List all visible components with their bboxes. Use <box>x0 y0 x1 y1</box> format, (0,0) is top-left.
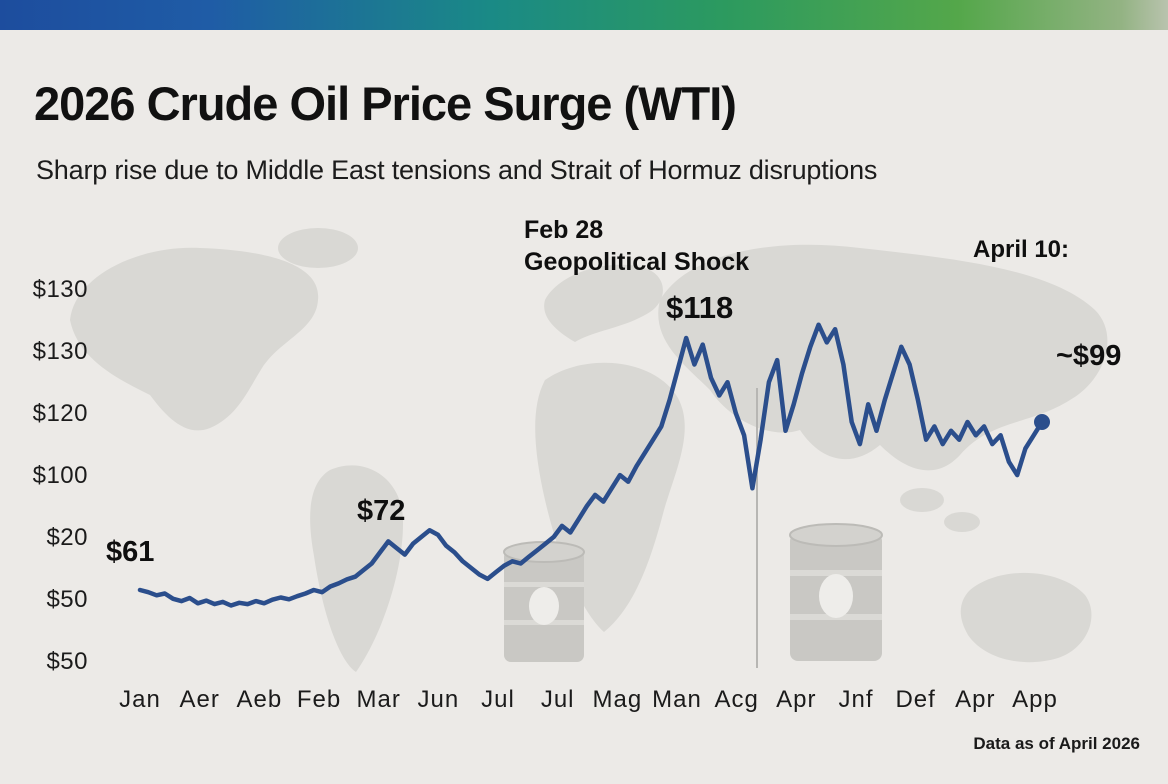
x-axis-label: Feb <box>296 686 342 713</box>
x-axis-label: Acg <box>714 686 759 713</box>
annotation-event-label: Geopolitical Shock <box>524 248 750 276</box>
y-axis-label: $130 <box>32 338 88 365</box>
price-line <box>137 322 1045 608</box>
oil-barrel-icon <box>789 523 883 661</box>
y-axis-label: $120 <box>32 400 88 427</box>
chart-subtitle: Sharp rise due to Middle East tensions a… <box>36 155 878 185</box>
annotation-event-date: Feb 28 <box>524 216 604 244</box>
top-gradient-bar <box>0 0 1168 30</box>
x-axis-label: Man <box>652 686 702 713</box>
y-axis-label: $20 <box>46 524 88 551</box>
y-axis-label: $50 <box>46 586 88 613</box>
x-axis-label: Jnf <box>838 686 874 713</box>
annotation-end-date: April 10: <box>973 236 1070 263</box>
x-axis-label: Mag <box>592 686 643 713</box>
x-axis-label: Aer <box>179 686 220 713</box>
end-point-dot <box>1034 414 1050 430</box>
x-axis-label: Aeb <box>236 686 283 713</box>
annotation-start-price: $61 <box>106 536 155 568</box>
x-axis-label: Def <box>895 686 936 713</box>
annotation-peak-price: $118 <box>666 290 734 325</box>
annotation-geopolitical-shock: Feb 28 Geopolitical Shock <box>524 214 749 278</box>
annotation-march-price: $72 <box>357 495 406 527</box>
x-axis-label: Jun <box>417 686 460 713</box>
source-note: Data as of April 2026 <box>973 734 1140 753</box>
oil-barrel-icon <box>503 541 585 662</box>
x-axis-label: App <box>1012 686 1058 713</box>
world-map-background <box>70 228 1108 672</box>
y-axis-label: $100 <box>32 462 88 489</box>
y-axis-label: $50 <box>46 648 88 675</box>
x-axis-label: Mar <box>356 686 401 713</box>
chart-title: 2026 Crude Oil Price Surge (WTI) <box>34 77 737 130</box>
y-axis-label: $130 <box>32 276 88 303</box>
x-axis-label: Apr <box>955 686 996 713</box>
x-axis-label: Jan <box>119 686 161 713</box>
x-axis-label: Jul <box>540 686 575 713</box>
annotation-end-value: ~$99 <box>1056 340 1122 372</box>
x-axis-label: Jul <box>481 686 515 713</box>
x-axis-label: Apr <box>776 686 817 713</box>
